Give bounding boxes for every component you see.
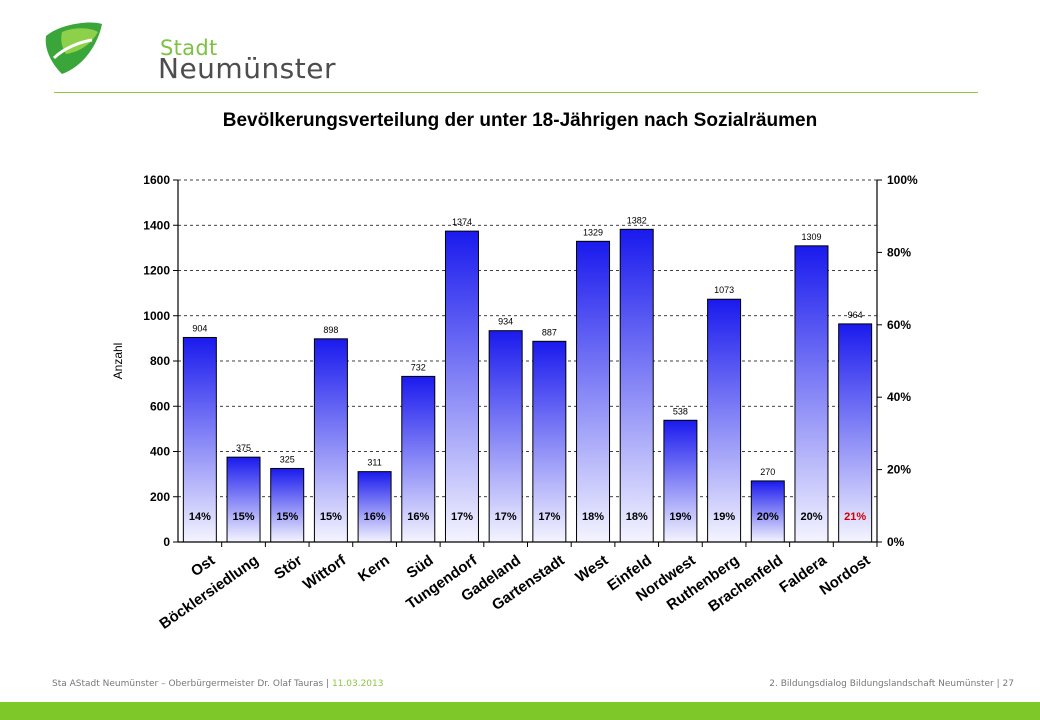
percent-label: 20%	[800, 511, 822, 523]
bar	[444, 230, 479, 543]
footer-date: 11.03.2013	[331, 679, 384, 689]
y-tick-label: 0	[163, 535, 170, 549]
bar	[663, 419, 698, 543]
bar	[488, 330, 523, 543]
value-label: 1073	[714, 285, 734, 295]
value-label: 325	[280, 454, 295, 464]
category-label: Nordost	[817, 552, 874, 599]
bar	[182, 336, 217, 543]
percent-label: 19%	[713, 511, 735, 523]
percent-label: 16%	[407, 511, 429, 523]
percent-label: 20%	[757, 511, 779, 523]
percent-label: 19%	[669, 511, 691, 523]
bar	[794, 245, 829, 543]
leaf-logo-icon	[45, 22, 102, 74]
bottom-bar	[0, 702, 1040, 720]
bar	[750, 480, 785, 543]
footer-separator-2: |	[996, 679, 1000, 689]
y2-tick-label: 40%	[887, 390, 911, 404]
value-label: 964	[848, 310, 863, 320]
footer-page-number: 27	[1002, 679, 1014, 689]
logo-city-name: Neumünster	[158, 52, 336, 85]
y-tick-label: 1200	[143, 264, 170, 278]
y2-tick-label: 60%	[887, 318, 911, 332]
y-tick-label: 200	[150, 490, 170, 504]
bar	[576, 240, 611, 543]
percent-label: 15%	[276, 511, 298, 523]
bar	[357, 471, 392, 543]
bar	[619, 228, 654, 543]
y-axis-label: Anzahl	[111, 343, 125, 380]
category-label: Kern	[355, 552, 393, 586]
percent-label: 15%	[233, 511, 255, 523]
bar	[838, 323, 873, 543]
percent-label: 16%	[364, 511, 386, 523]
percent-label: 18%	[626, 511, 648, 523]
city-logo: Stadt Neumünster	[40, 14, 336, 85]
logo-stadt-text: Stadt	[160, 36, 218, 60]
bar	[532, 340, 567, 543]
y-tick-label: 1400	[143, 218, 170, 232]
y-tick-label: 1000	[143, 309, 170, 323]
footer-left: Sta AStadt Neumünster – Oberbürgermeiste…	[52, 679, 383, 689]
value-label: 1309	[801, 232, 821, 242]
value-label: 270	[760, 467, 775, 477]
y-tick-label: 600	[150, 399, 170, 413]
bar	[226, 456, 261, 543]
value-label: 732	[411, 362, 426, 372]
percent-label: 14%	[189, 511, 211, 523]
y-tick-label: 1600	[143, 173, 170, 187]
y2-tick-label: 0%	[887, 535, 905, 549]
value-label: 904	[192, 323, 207, 333]
value-label: 311	[367, 458, 381, 468]
footer-org-text: Sta AStadt Neumünster – Oberbürgermeiste…	[52, 679, 324, 689]
value-label: 1382	[627, 215, 647, 225]
value-label: 898	[323, 325, 338, 335]
y-tick-label: 800	[150, 354, 170, 368]
category-label: Ost	[188, 552, 218, 580]
y2-tick-label: 100%	[887, 173, 918, 187]
percent-label: 17%	[538, 511, 560, 523]
value-label: 1374	[452, 217, 472, 227]
percent-label: 21%	[844, 511, 866, 523]
value-label: 375	[236, 443, 251, 453]
percent-label: 18%	[582, 511, 604, 523]
category-label: Wittorf	[300, 551, 350, 593]
value-label: 934	[498, 317, 513, 327]
footer-separator: |	[326, 679, 330, 689]
value-label: 887	[542, 327, 557, 337]
bar	[707, 298, 742, 543]
category-label: Süd	[404, 552, 437, 582]
bar	[313, 338, 348, 543]
bar	[270, 467, 305, 543]
value-label: 538	[673, 406, 688, 416]
y-tick-label: 400	[150, 445, 170, 459]
value-label: 1329	[583, 227, 603, 237]
chart-title: Bevölkerungsverteilung der unter 18-Jähr…	[222, 110, 818, 131]
footer-event-text: 2. Bildungsdialog Bildungslandschaft Neu…	[769, 679, 994, 689]
percent-label: 15%	[320, 511, 342, 523]
header-divider	[54, 92, 978, 93]
percent-label: 17%	[451, 511, 473, 523]
y2-tick-label: 20%	[887, 463, 911, 477]
y2-tick-label: 80%	[887, 245, 911, 259]
percent-label: 17%	[495, 511, 517, 523]
footer-right: 2. Bildungsdialog Bildungslandschaft Neu…	[769, 679, 1014, 689]
bar	[401, 375, 436, 543]
